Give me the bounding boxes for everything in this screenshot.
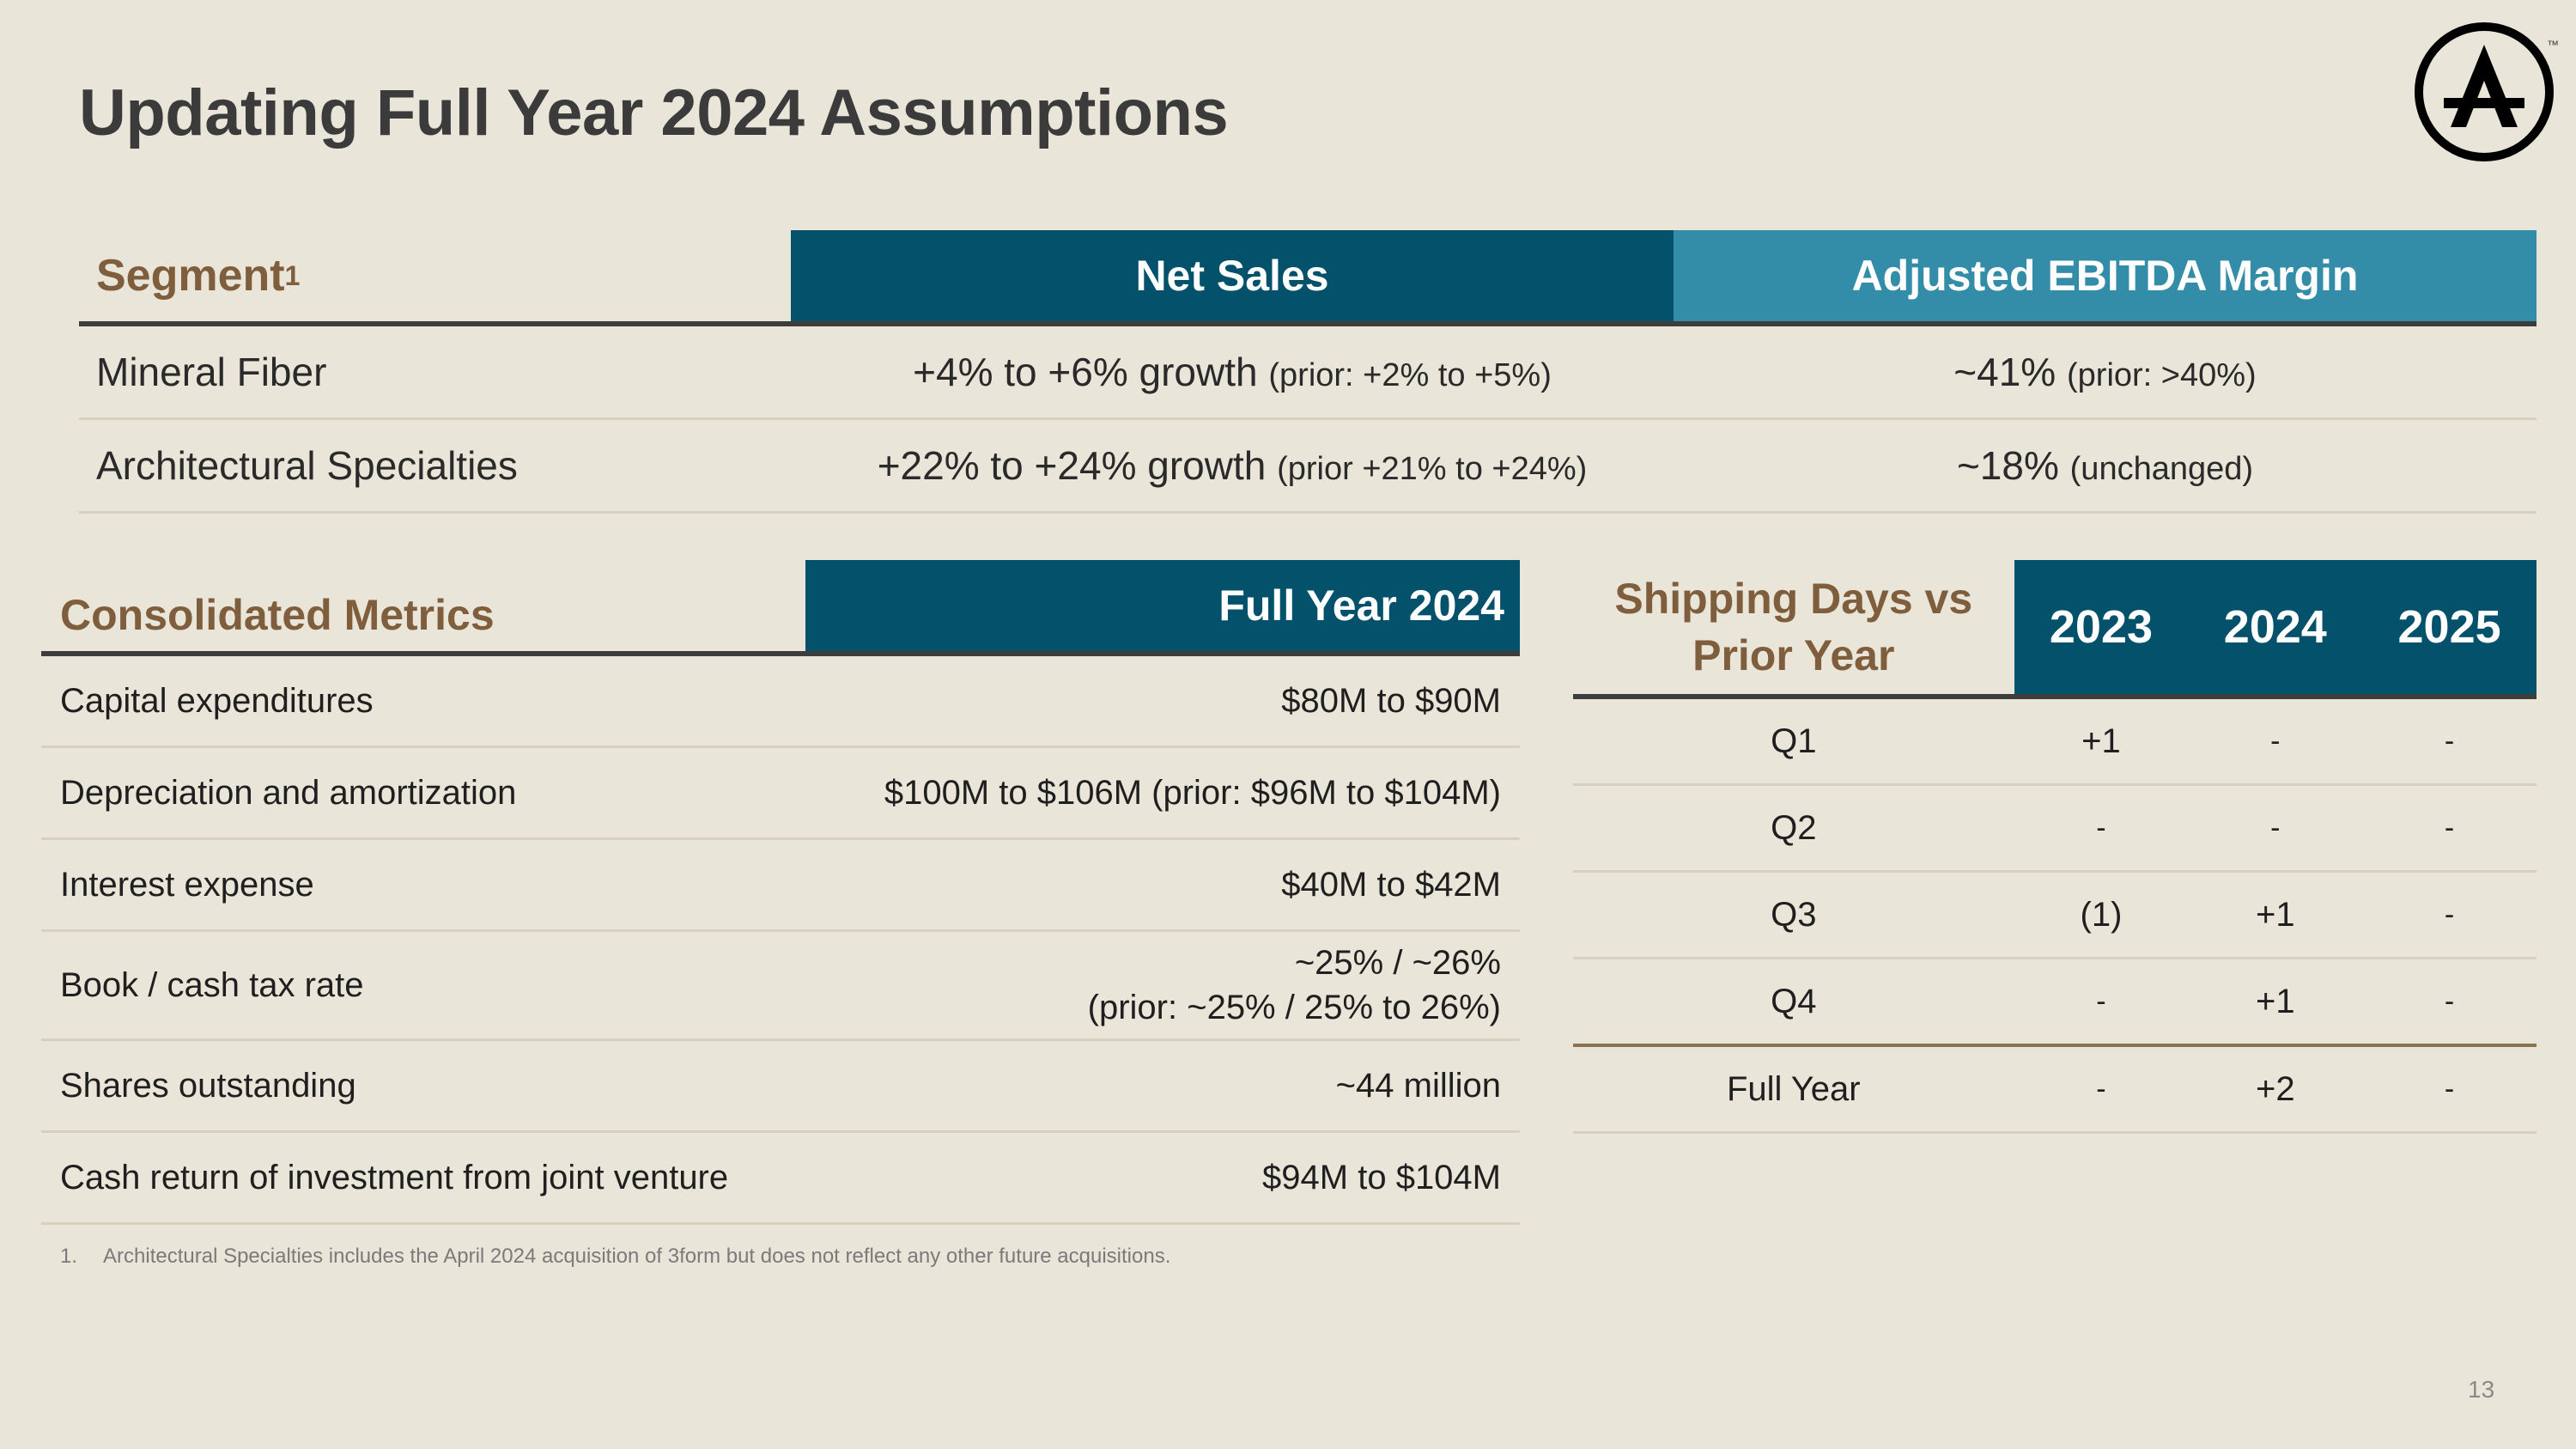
shipping-value: - bbox=[2096, 811, 2106, 844]
ebitda-margin-header: Adjusted EBITDA Margin bbox=[1674, 230, 2537, 321]
consolidated-metrics-header: Consolidated Metrics Full Year 2024 bbox=[41, 560, 1520, 656]
year-header: 2023 bbox=[2014, 560, 2189, 694]
metric-name: Depreciation and amortization bbox=[60, 773, 517, 812]
segment-name: Architectural Specialties bbox=[96, 443, 518, 488]
shipping-value: (1) bbox=[2080, 895, 2123, 934]
ebitda-cell: ~41% (prior: >40%) bbox=[1953, 350, 2257, 394]
table-row: Capital expenditures $80M to $90M bbox=[41, 656, 1520, 748]
trademark-symbol: ™ bbox=[2547, 38, 2559, 52]
shipping-value: +1 bbox=[2081, 721, 2121, 760]
shipping-value: - bbox=[2444, 811, 2455, 844]
table-row: Mineral Fiber +4% to +6% growth (prior: … bbox=[79, 326, 2537, 420]
shipping-days-table: Shipping Days vs Prior Year 2023 2024 20… bbox=[1573, 560, 2537, 1134]
footnote: 1. Architectural Specialties includes th… bbox=[60, 1245, 1170, 1269]
period-label: Q2 bbox=[1771, 808, 1817, 847]
metric-name: Capital expenditures bbox=[60, 681, 374, 720]
metric-name: Book / cash tax rate bbox=[60, 965, 364, 1004]
footnote-marker: 1 bbox=[284, 259, 301, 291]
year-header: 2025 bbox=[2362, 560, 2537, 694]
net-sales-cell: +4% to +6% growth (prior: +2% to +5%) bbox=[913, 350, 1552, 394]
segment-table: Segment 1 Net Sales Adjusted EBITDA Margi… bbox=[79, 230, 2537, 514]
shipping-value: +1 bbox=[2255, 895, 2295, 934]
full-year-header: Full Year 2024 bbox=[805, 560, 1520, 651]
metric-value: ~25% / ~26% (prior: ~25% / 25% to 26%) bbox=[1087, 944, 1501, 1026]
table-row: Interest expense $40M to $42M bbox=[41, 840, 1520, 932]
table-row: Full Year - +2 - bbox=[1573, 1047, 2537, 1134]
ebitda-cell: ~18% (unchanged) bbox=[1956, 443, 2254, 488]
segment-header: Segment 1 bbox=[96, 251, 301, 301]
shipping-value: - bbox=[2096, 1072, 2106, 1105]
consolidated-metrics-table: Consolidated Metrics Full Year 2024 Capi… bbox=[41, 560, 1520, 1225]
metric-value: $100M to $106M (prior: $96M to $104M) bbox=[884, 774, 1501, 812]
shipping-value: - bbox=[2444, 898, 2455, 931]
table-row: Book / cash tax rate ~25% / ~26% (prior:… bbox=[41, 932, 1520, 1041]
footnote-text: Architectural Specialties includes the A… bbox=[103, 1245, 1171, 1268]
net-sales-cell: +22% to +24% growth (prior +21% to +24%) bbox=[877, 443, 1588, 488]
table-row: Depreciation and amortization $100M to $… bbox=[41, 748, 1520, 840]
net-sales-header: Net Sales bbox=[791, 230, 1674, 321]
table-row: Q4 - +1 - bbox=[1573, 959, 2537, 1047]
shipping-value: +2 bbox=[2255, 1069, 2295, 1108]
period-label: Full Year bbox=[1726, 1069, 1861, 1108]
table-row: Architectural Specialties +22% to +24% g… bbox=[79, 420, 2537, 514]
metric-name: Shares outstanding bbox=[60, 1066, 356, 1105]
table-row: Q2 - - - bbox=[1573, 786, 2537, 873]
metric-name: Interest expense bbox=[60, 865, 314, 904]
page-title: Updating Full Year 2024 Assumptions bbox=[79, 76, 1229, 149]
shipping-value: - bbox=[2444, 984, 2455, 1018]
footnote-number: 1. bbox=[60, 1245, 78, 1268]
table-row: Q3 (1) +1 - bbox=[1573, 873, 2537, 959]
segment-table-header: Segment 1 Net Sales Adjusted EBITDA Margi… bbox=[79, 230, 2537, 326]
shipping-days-header: Shipping Days vs Prior Year 2023 2024 20… bbox=[1573, 560, 2537, 699]
armstrong-a-logo-icon bbox=[2415, 22, 2554, 161]
shipping-value: - bbox=[2096, 984, 2106, 1018]
metric-value: $80M to $90M bbox=[1281, 682, 1501, 720]
metric-value: ~44 million bbox=[1335, 1067, 1501, 1105]
table-row: Shares outstanding ~44 million bbox=[41, 1041, 1520, 1133]
page-number: 13 bbox=[2468, 1376, 2495, 1403]
segment-name: Mineral Fiber bbox=[96, 350, 327, 394]
metric-value: $40M to $42M bbox=[1281, 866, 1501, 904]
period-label: Q4 bbox=[1771, 982, 1817, 1020]
shipping-value: - bbox=[2444, 1072, 2455, 1105]
shipping-value: - bbox=[2444, 724, 2455, 758]
shipping-value: - bbox=[2270, 811, 2281, 844]
shipping-value: +1 bbox=[2255, 982, 2295, 1020]
period-label: Q3 bbox=[1771, 895, 1817, 934]
metric-value: $94M to $104M bbox=[1262, 1159, 1501, 1196]
shipping-value: - bbox=[2270, 724, 2281, 758]
table-row: Cash return of investment from joint ven… bbox=[41, 1133, 1520, 1225]
period-label: Q1 bbox=[1771, 721, 1817, 760]
metric-name: Cash return of investment from joint ven… bbox=[60, 1158, 729, 1196]
table-row: Q1 +1 - - bbox=[1573, 699, 2537, 786]
metric-header: Consolidated Metrics bbox=[60, 591, 495, 639]
year-header: 2024 bbox=[2188, 560, 2363, 694]
shipping-days-label: Shipping Days vs Prior Year bbox=[1614, 575, 1973, 679]
